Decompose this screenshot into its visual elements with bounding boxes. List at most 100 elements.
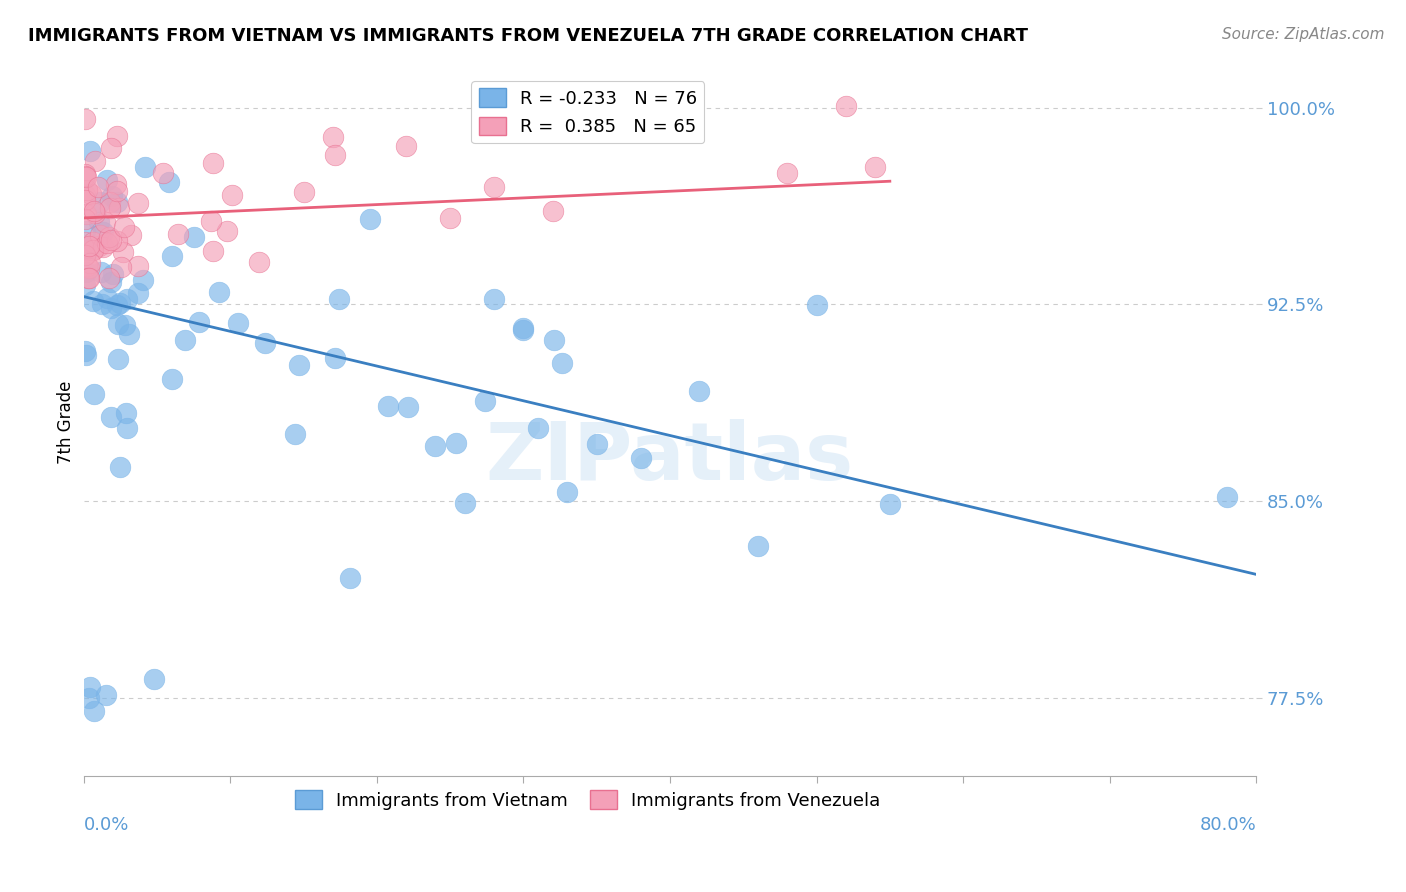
Point: [323, 148, 346, 162]
Point: [512, 323, 534, 337]
Point: [117, 327, 139, 342]
Point: [107, 352, 129, 367]
Point: [96, 291, 118, 305]
Point: [863, 160, 886, 174]
Point: [96, 235, 118, 250]
Point: [73, 167, 96, 181]
Point: [83, 704, 105, 718]
Point: [835, 99, 858, 113]
Point: [82, 235, 104, 250]
Point: [482, 292, 505, 306]
Point: [254, 335, 277, 350]
Point: [100, 275, 122, 289]
Point: [77, 271, 100, 285]
Point: [97, 230, 120, 244]
Point: [80, 187, 103, 202]
Point: [105, 298, 128, 312]
Point: [84, 153, 107, 168]
Point: [142, 673, 165, 687]
Point: [439, 211, 461, 226]
Point: [83, 203, 105, 218]
Point: [100, 141, 122, 155]
Point: [474, 393, 496, 408]
Point: [1216, 490, 1239, 504]
Point: [91, 239, 114, 253]
Point: [359, 211, 381, 226]
Point: [73, 343, 96, 358]
Point: [630, 451, 652, 466]
Point: [132, 273, 155, 287]
Point: [97, 271, 120, 285]
Point: [96, 173, 118, 187]
Point: [482, 180, 505, 194]
Point: [323, 351, 346, 365]
Point: [73, 193, 96, 207]
Point: [105, 234, 128, 248]
Point: [688, 384, 710, 398]
Point: [215, 224, 238, 238]
Point: [75, 265, 97, 279]
Point: [87, 179, 110, 194]
Point: [73, 224, 96, 238]
Point: [90, 265, 112, 279]
Point: [226, 316, 249, 330]
Point: [105, 184, 128, 198]
Point: [167, 227, 190, 242]
Point: [100, 301, 122, 316]
Point: [117, 421, 139, 435]
Point: [188, 315, 211, 329]
Point: [117, 292, 139, 306]
Point: [776, 166, 799, 180]
Point: [543, 333, 565, 347]
Point: [75, 169, 97, 184]
Point: [77, 238, 100, 252]
Point: [207, 285, 229, 299]
Point: [444, 435, 467, 450]
Point: [73, 243, 96, 257]
Point: [82, 243, 104, 257]
Point: [107, 128, 129, 143]
Point: [396, 400, 419, 414]
Point: [98, 201, 121, 215]
Point: [160, 249, 183, 263]
Point: [292, 185, 315, 199]
Point: [82, 293, 104, 308]
Point: [201, 156, 224, 170]
Point: [287, 359, 309, 373]
Point: [114, 318, 136, 333]
Point: [100, 410, 122, 425]
Point: [107, 195, 129, 210]
Point: [77, 690, 100, 705]
Point: [79, 680, 101, 694]
Point: [73, 248, 96, 262]
Point: [94, 215, 117, 229]
Point: [152, 166, 174, 180]
Text: 0.0%: 0.0%: [83, 815, 129, 833]
Point: [89, 195, 111, 210]
Point: [73, 277, 96, 292]
Point: [76, 183, 98, 197]
Point: [73, 169, 96, 183]
Point: [555, 485, 578, 500]
Point: [79, 145, 101, 159]
Point: [108, 201, 131, 215]
Point: [112, 220, 135, 235]
Point: [103, 267, 125, 281]
Point: [127, 259, 149, 273]
Point: [73, 212, 96, 227]
Point: [79, 256, 101, 270]
Point: [83, 206, 105, 220]
Point: [127, 286, 149, 301]
Point: [247, 254, 270, 268]
Legend: Immigrants from Vietnam, Immigrants from Venezuela: Immigrants from Vietnam, Immigrants from…: [288, 783, 889, 817]
Point: [134, 161, 156, 175]
Point: [527, 421, 550, 435]
Point: [127, 196, 149, 211]
Point: [200, 214, 222, 228]
Point: [183, 230, 205, 244]
Point: [91, 225, 114, 239]
Point: [87, 239, 110, 253]
Point: [377, 399, 399, 413]
Point: [160, 372, 183, 386]
Point: [120, 227, 142, 242]
